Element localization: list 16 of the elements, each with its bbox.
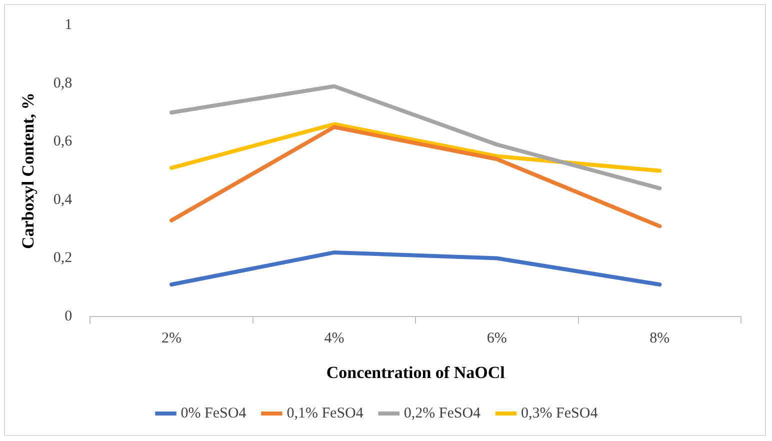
x-tick-label: 8% [650, 330, 670, 347]
legend-label: 0,2% FeSO4 [404, 405, 482, 422]
y-axis-title: Carboxyl Content, % [18, 92, 38, 249]
legend-label: 0,3% FeSO4 [521, 405, 598, 422]
y-tick-label: 0 [64, 308, 72, 325]
y-tick-label: 0,2 [53, 250, 72, 266]
y-tick-label: 0,8 [53, 75, 72, 92]
x-tick-label: 2% [162, 330, 182, 347]
y-tick-label: 1 [64, 16, 72, 33]
x-tick-label: 6% [486, 330, 507, 347]
legend-label: 0% FeSO4 [180, 405, 247, 422]
legend-label: 0,1% FeSO4 [286, 405, 364, 422]
x-axis-title: Concentration of NaOCl [326, 363, 506, 382]
y-tick-label: 0,4 [53, 192, 73, 208]
y-tick-label: 0,6 [53, 134, 73, 150]
x-tick-label: 4% [324, 330, 344, 347]
